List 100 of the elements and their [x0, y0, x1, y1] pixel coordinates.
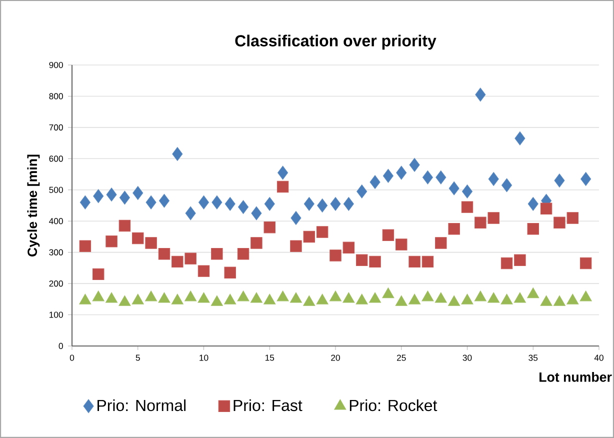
x-tick-label: 25	[396, 354, 406, 361]
point	[395, 295, 408, 306]
point	[106, 236, 118, 248]
y-tick-label: 100	[50, 312, 63, 318]
point	[527, 223, 539, 235]
point	[554, 174, 565, 188]
point	[527, 288, 540, 298]
point	[330, 250, 342, 262]
point	[146, 195, 156, 210]
point	[303, 295, 316, 306]
point	[540, 295, 552, 306]
point	[448, 181, 460, 196]
point	[198, 292, 210, 303]
point	[132, 232, 144, 244]
point	[290, 211, 302, 225]
point	[250, 292, 262, 303]
point	[382, 288, 394, 298]
point	[172, 256, 184, 268]
point	[290, 292, 302, 303]
point	[461, 201, 474, 213]
point	[145, 237, 157, 249]
point	[212, 195, 222, 210]
point	[330, 196, 341, 211]
point	[184, 290, 197, 302]
point	[303, 230, 316, 243]
point	[224, 196, 236, 211]
point	[290, 240, 302, 252]
point	[158, 248, 170, 260]
point	[316, 294, 328, 304]
point	[580, 257, 592, 270]
point	[92, 268, 104, 280]
point	[448, 223, 460, 235]
point	[264, 294, 276, 304]
point	[79, 240, 92, 252]
point	[80, 195, 90, 210]
point	[105, 292, 118, 303]
point	[566, 294, 579, 304]
legend-label: Prio: Rocket	[350, 399, 438, 412]
point	[118, 220, 131, 232]
y-tick-label: 0	[58, 342, 63, 350]
point	[566, 212, 579, 224]
y-tick-label: 300	[49, 249, 63, 256]
point	[276, 290, 289, 302]
x-axis-title: Lot number	[540, 372, 612, 382]
point	[198, 265, 210, 277]
y-tick-label: 900	[49, 62, 63, 68]
point	[210, 295, 223, 306]
point	[184, 252, 196, 264]
y-axis-title: Cycle time [min]	[27, 154, 40, 256]
point	[316, 226, 328, 238]
point	[540, 202, 552, 214]
point	[343, 196, 354, 211]
y-tick-label: 500	[49, 186, 63, 193]
point	[132, 186, 144, 200]
x-tick-label: 5	[136, 354, 140, 361]
point	[264, 196, 275, 211]
point	[119, 190, 130, 205]
point	[434, 292, 447, 303]
point	[474, 290, 486, 302]
point	[172, 147, 183, 161]
x-tick-label: 0	[70, 354, 74, 361]
point	[422, 170, 433, 184]
y-tick-label: 200	[49, 280, 63, 287]
point	[171, 294, 184, 304]
point	[356, 254, 368, 266]
point	[158, 292, 170, 303]
point	[502, 178, 512, 192]
point	[278, 166, 288, 180]
x-tick-label: 20	[331, 354, 340, 361]
point	[211, 248, 223, 260]
point	[369, 256, 381, 268]
point	[514, 292, 526, 303]
point	[488, 212, 500, 224]
y-tick-label: 600	[49, 156, 63, 162]
y-tick-label: 400	[49, 218, 63, 224]
point	[474, 216, 486, 229]
point	[514, 254, 526, 266]
point	[408, 294, 421, 304]
point	[396, 238, 408, 250]
point	[500, 294, 513, 304]
x-tick-label: 35	[528, 354, 538, 361]
y-tick-label: 700	[49, 124, 63, 131]
chart-title: Classification over priority	[235, 34, 436, 50]
point	[118, 295, 131, 306]
point	[317, 198, 328, 212]
point	[250, 237, 262, 249]
point	[356, 184, 368, 198]
point	[264, 221, 276, 234]
point	[79, 294, 92, 304]
point	[580, 290, 592, 302]
point	[92, 290, 104, 302]
point	[238, 200, 249, 214]
point	[554, 216, 566, 229]
point	[514, 131, 526, 146]
point	[145, 290, 158, 302]
legend-label: Prio: Normal	[98, 399, 186, 412]
point	[408, 256, 420, 268]
point	[409, 158, 420, 172]
point	[356, 294, 368, 304]
point	[93, 189, 104, 204]
